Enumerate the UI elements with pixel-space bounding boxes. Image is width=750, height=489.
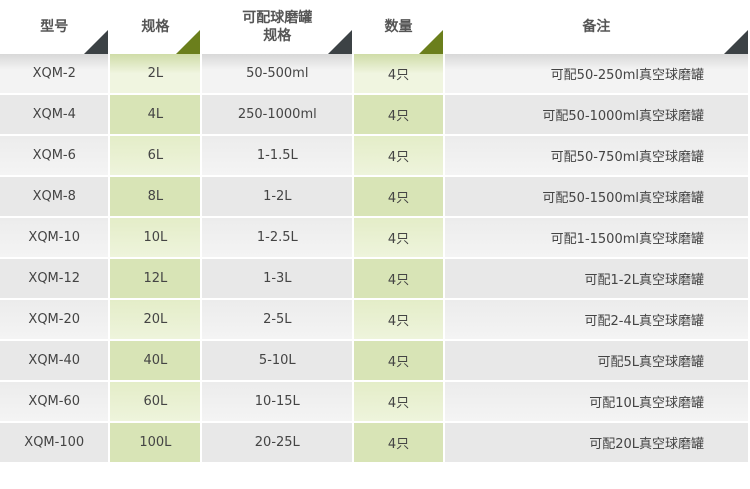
cell-jar-spec: 50-500ml	[202, 54, 353, 95]
cell-spec: 4L	[110, 95, 201, 136]
header-label: 型号	[40, 19, 69, 35]
table-row: XQM-100 100L 20-25L 4只 可配20L真空球磨罐	[0, 423, 748, 464]
table-row: XQM-2 2L 50-500ml 4只 可配50-250ml真空球磨罐	[0, 54, 748, 95]
corner-icon	[176, 30, 201, 54]
cell-quantity: 4只	[354, 382, 443, 423]
table-row: XQM-8 8L 1-2L 4只 可配50-1500ml真空球磨罐	[0, 177, 748, 218]
cell-jar-spec: 2-5L	[202, 300, 353, 341]
cell-model: XQM-60	[0, 382, 109, 423]
cell-remarks: 可配5L真空球磨罐	[444, 341, 748, 382]
cell-spec: 8L	[110, 177, 201, 218]
cell-model: XQM-10	[0, 218, 109, 259]
cell-spec: 100L	[110, 423, 201, 464]
cell-model: XQM-4	[0, 95, 109, 136]
cell-model: XQM-12	[0, 259, 109, 300]
table-row: XQM-60 60L 10-15L 4只 可配10L真空球磨罐	[0, 382, 748, 423]
cell-remarks: 可配50-250ml真空球磨罐	[444, 54, 748, 95]
spec-table: 型号 规格 可配球磨罐 规格 数量 备注 XQM-2 2L 50-500ml 4只 可配5…	[0, 0, 748, 464]
cell-remarks: 可配2-4L真空球磨罐	[444, 300, 748, 341]
corner-icon	[418, 30, 443, 54]
cell-jar-spec: 1-2.5L	[202, 218, 353, 259]
cell-remarks: 可配50-1000ml真空球磨罐	[444, 95, 748, 136]
cell-spec: 6L	[110, 136, 201, 177]
cell-model: XQM-8	[0, 177, 109, 218]
header-label: 可配球磨罐	[242, 10, 313, 26]
cell-quantity: 4只	[354, 218, 443, 259]
cell-jar-spec: 20-25L	[202, 423, 353, 464]
cell-spec: 20L	[110, 300, 201, 341]
cell-remarks: 可配50-1500ml真空球磨罐	[444, 177, 748, 218]
cell-quantity: 4只	[354, 177, 443, 218]
corner-icon	[724, 30, 748, 54]
table-header: 型号 规格 可配球磨罐规格 数量 备注	[0, 0, 748, 54]
cell-quantity: 4只	[354, 423, 443, 464]
cell-jar-spec: 1-1.5L	[202, 136, 353, 177]
cell-quantity: 4只	[354, 300, 443, 341]
header-quantity: 数量	[354, 0, 443, 54]
cell-jar-spec: 5-10L	[202, 341, 353, 382]
cell-spec: 60L	[110, 382, 201, 423]
cell-quantity: 4只	[354, 95, 443, 136]
cell-spec: 2L	[110, 54, 201, 95]
table-row: XQM-4 4L 250-1000ml 4只 可配50-1000ml真空球磨罐	[0, 95, 748, 136]
header-label: 数量	[384, 19, 413, 35]
cell-model: XQM-100	[0, 423, 109, 464]
cell-spec: 40L	[110, 341, 201, 382]
header-label: 规格	[141, 19, 170, 35]
cell-jar-spec: 1-3L	[202, 259, 353, 300]
header-jar-spec: 可配球磨罐 规格	[202, 0, 353, 54]
header-model: 型号	[0, 0, 109, 54]
cell-quantity: 4只	[354, 54, 443, 95]
cell-remarks: 可配50-750ml真空球磨罐	[444, 136, 748, 177]
cell-model: XQM-2	[0, 54, 109, 95]
cell-remarks: 可配10L真空球磨罐	[444, 382, 748, 423]
header-spec: 规格	[110, 0, 201, 54]
header-label: 规格	[263, 28, 292, 44]
corner-icon	[328, 30, 353, 54]
cell-remarks: 可配1-2L真空球磨罐	[444, 259, 748, 300]
cell-spec: 12L	[110, 259, 201, 300]
cell-remarks: 可配1-1500ml真空球磨罐	[444, 218, 748, 259]
table-row: XQM-20 20L 2-5L 4只 可配2-4L真空球磨罐	[0, 300, 748, 341]
cell-spec: 10L	[110, 218, 201, 259]
cell-jar-spec: 250-1000ml	[202, 95, 353, 136]
cell-model: XQM-40	[0, 341, 109, 382]
cell-jar-spec: 10-15L	[202, 382, 353, 423]
cell-jar-spec: 1-2L	[202, 177, 353, 218]
corner-icon	[84, 30, 109, 54]
header-label: 备注	[582, 19, 611, 35]
table-row: XQM-12 12L 1-3L 4只 可配1-2L真空球磨罐	[0, 259, 748, 300]
header-remarks: 备注	[444, 0, 748, 54]
cell-remarks: 可配20L真空球磨罐	[444, 423, 748, 464]
cell-quantity: 4只	[354, 341, 443, 382]
cell-model: XQM-20	[0, 300, 109, 341]
table-row: XQM-6 6L 1-1.5L 4只 可配50-750ml真空球磨罐	[0, 136, 748, 177]
cell-quantity: 4只	[354, 259, 443, 300]
cell-quantity: 4只	[354, 136, 443, 177]
table-row: XQM-10 10L 1-2.5L 4只 可配1-1500ml真空球磨罐	[0, 218, 748, 259]
cell-model: XQM-6	[0, 136, 109, 177]
table-row: XQM-40 40L 5-10L 4只 可配5L真空球磨罐	[0, 341, 748, 382]
